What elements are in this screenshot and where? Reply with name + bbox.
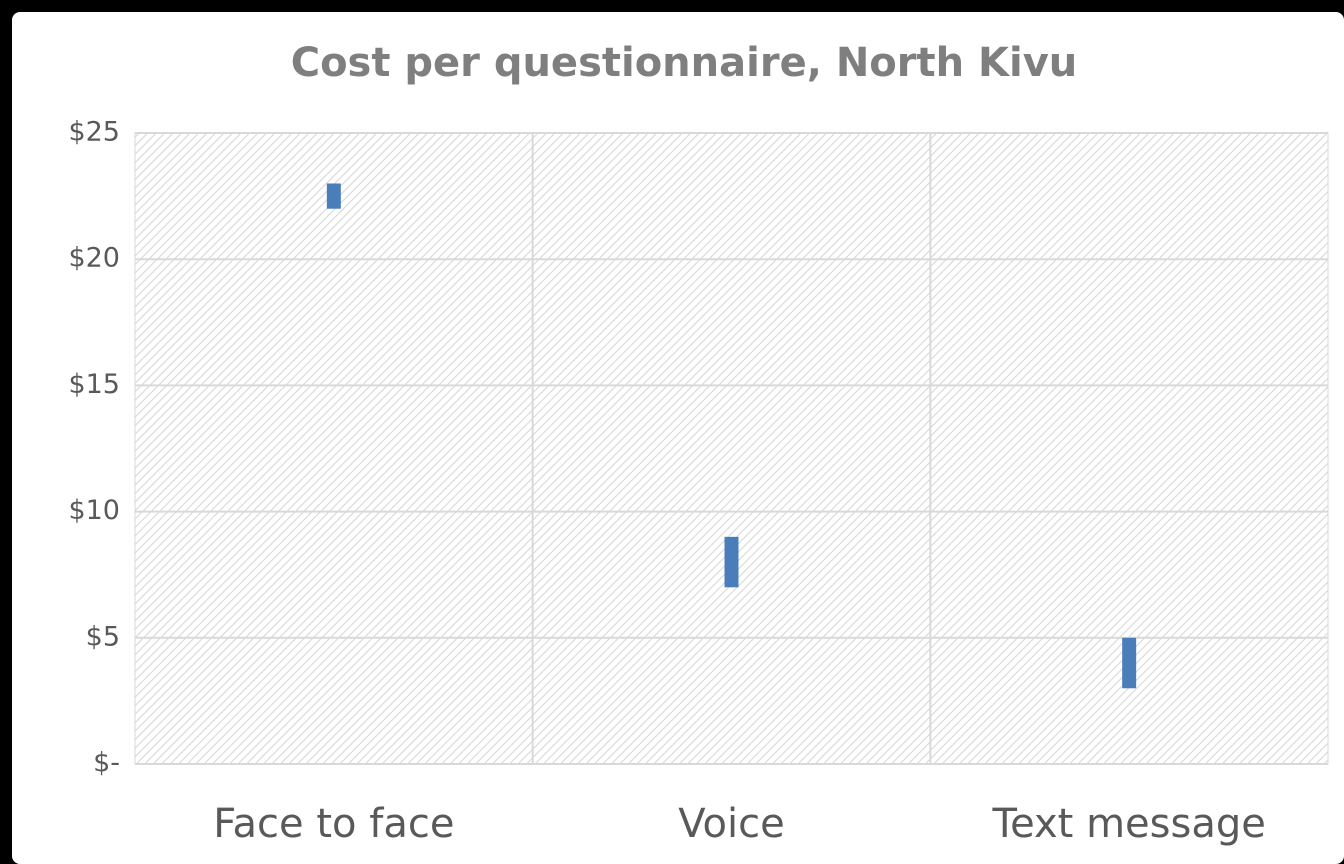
x-tick-label: Face to face <box>213 801 454 847</box>
y-tick-label: $- <box>93 748 120 779</box>
y-tick-label: $5 <box>86 621 120 652</box>
x-tick-label: Text message <box>991 801 1265 847</box>
plot-area <box>134 132 1329 765</box>
y-tick-label: $20 <box>68 243 120 274</box>
y-tick-label: $25 <box>68 117 120 148</box>
chart-title: Cost per questionnaire, North Kivu <box>291 40 1078 86</box>
bar <box>326 183 341 209</box>
bar <box>724 536 739 588</box>
y-tick-label: $15 <box>68 369 120 400</box>
y-tick-label: $10 <box>68 495 120 526</box>
bar <box>1122 637 1137 689</box>
x-tick-label: Voice <box>678 801 784 847</box>
